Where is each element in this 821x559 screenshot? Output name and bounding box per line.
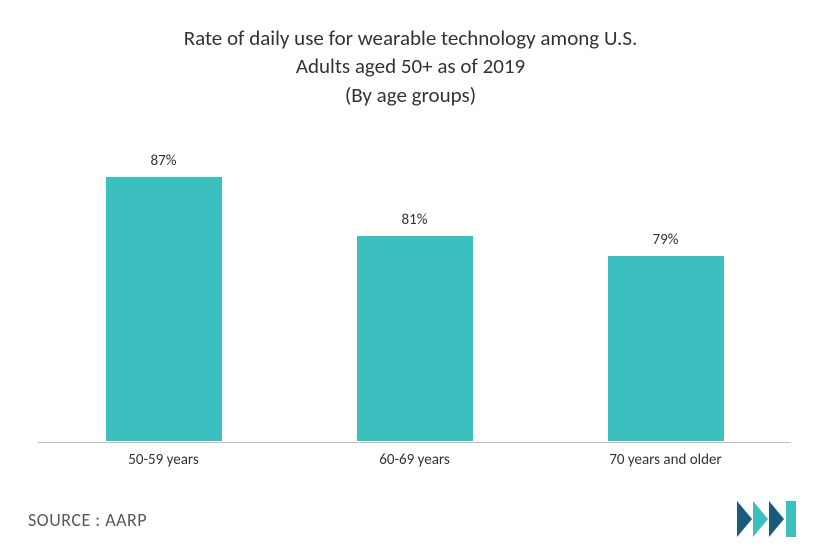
bar-group: 87% — [64, 152, 264, 442]
source-attribution: SOURCE : AARP — [28, 509, 147, 531]
logo-chevron-3 — [769, 501, 784, 537]
bar-value-label: 79% — [653, 231, 679, 249]
chart-title: Rate of daily use for wearable technolog… — [101, 24, 721, 109]
x-tick-label: 70 years and older — [566, 451, 766, 469]
chart-container: Rate of daily use for wearable technolog… — [0, 0, 821, 559]
bar — [356, 235, 474, 442]
bar-group: 81% — [315, 211, 515, 442]
logo-chevron-2 — [753, 501, 768, 537]
bar-value-label: 81% — [402, 211, 428, 229]
x-tick-label: 60-69 years — [315, 451, 515, 469]
bar — [105, 176, 223, 442]
bar-value-label: 87% — [151, 152, 177, 170]
bar-group: 79% — [566, 231, 766, 442]
bar — [607, 255, 725, 442]
x-axis: 50-59 years 60-69 years 70 years and old… — [38, 451, 791, 469]
title-line-2: Adults aged 50+ as of 2019 — [101, 52, 721, 80]
logo-chevron-1 — [737, 501, 752, 537]
plot-area: 87% 81% 79% — [38, 127, 791, 443]
x-tick-label: 50-59 years — [64, 451, 264, 469]
brand-logo-icon — [735, 497, 799, 541]
title-line-3: (By age groups) — [101, 81, 721, 109]
logo-bar — [786, 501, 796, 537]
bars-row: 87% 81% 79% — [38, 127, 791, 442]
title-line-1: Rate of daily use for wearable technolog… — [101, 24, 721, 52]
